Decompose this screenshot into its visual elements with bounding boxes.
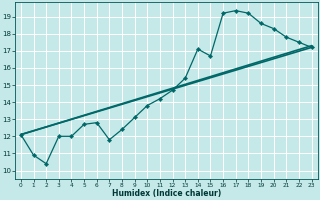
X-axis label: Humidex (Indice chaleur): Humidex (Indice chaleur) <box>112 189 221 198</box>
